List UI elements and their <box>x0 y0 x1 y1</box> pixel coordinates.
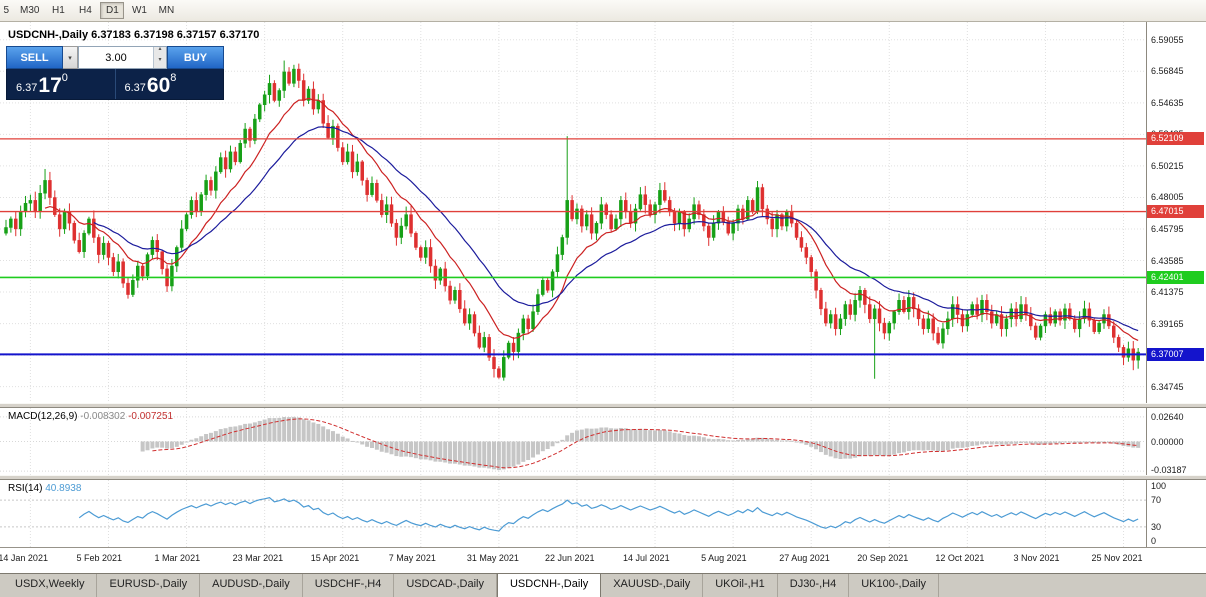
macd-main-value: -0.008302 <box>80 411 126 422</box>
buy-price[interactable]: 6.37 60 8 <box>116 69 224 99</box>
timeframe-button-h1[interactable]: H1 <box>52 5 65 16</box>
price-axis-label: 6.34745 <box>1151 381 1184 392</box>
volume-input[interactable]: 3.00 ▴ ▾ <box>78 46 167 69</box>
price-axis-label: 6.41375 <box>1151 287 1184 298</box>
date-axis-label: 5 Aug 2021 <box>701 553 747 563</box>
main-chart-canvas[interactable] <box>0 22 1146 403</box>
price-axis[interactable]: 6.590556.568456.546356.524256.502156.480… <box>1146 22 1206 547</box>
date-axis-label: 14 Jul 2021 <box>623 553 670 563</box>
date-axis-label: 22 Jun 2021 <box>544 553 595 563</box>
price-separator <box>114 69 116 99</box>
one-click-trading-panel: SELL ▾ 3.00 ▴ ▾ BUY 6.37 17 0 <box>6 46 224 100</box>
chart-ohlc-values: 6.37183 6.37198 6.37157 6.37170 <box>91 29 260 41</box>
price-tag-6.37007: 6.37007 <box>1147 347 1204 361</box>
date-axis-label: 3 Nov 2021 <box>1013 553 1060 563</box>
chart-symbol-period: USDCNH-,Daily <box>8 29 89 41</box>
chart-tab-eurusd-daily[interactable]: EURUSD-,Daily <box>97 574 201 597</box>
chart-tab-dj30-h4[interactable]: DJ30-,H4 <box>778 574 850 597</box>
chart-tab-xauusd-daily[interactable]: XAUUSD-,Daily <box>601 574 704 597</box>
price-axis-label: 6.39165 <box>1151 318 1184 329</box>
timeframe-button-5[interactable]: 5 <box>3 5 9 16</box>
rsi-axis-label: 0 <box>1151 536 1157 546</box>
spinner-down-icon: ▾ <box>158 56 162 63</box>
macd-pane-canvas[interactable] <box>0 408 1146 475</box>
chart-tab-usdx-weekly[interactable]: USDX,Weekly <box>3 574 98 597</box>
chevron-down-icon: ▾ <box>68 54 72 62</box>
date-axis-label: 27 Aug 2021 <box>779 553 830 563</box>
chart-tab-uk100-daily[interactable]: UK100-,Daily <box>849 574 940 597</box>
price-axis-label: 6.50215 <box>1151 160 1184 171</box>
chart-tab-usdchf-h4[interactable]: USDCHF-,H4 <box>303 574 395 597</box>
price-axis-label: 6.59055 <box>1151 34 1184 45</box>
volume-dropdown-button[interactable]: ▾ <box>63 46 78 69</box>
macd-axis-label: 0.02640 <box>1151 411 1184 422</box>
rsi-axis-label: 70 <box>1151 495 1162 506</box>
price-axis-label: 6.56845 <box>1151 66 1184 77</box>
chart-tab-audusd-daily[interactable]: AUDUSD-,Daily <box>200 574 303 597</box>
chart-tab-bar: USDX,Weekly EURUSD-,Daily AUDUSD-,Daily USD… <box>0 573 1206 597</box>
timeframe-button-d1[interactable]: D1 <box>100 2 125 19</box>
buy-price-main: 6.37 <box>124 82 146 94</box>
buy-price-point: 8 <box>170 72 177 84</box>
price-axis-label: 6.48005 <box>1151 192 1184 203</box>
rsi-pane-canvas[interactable] <box>0 480 1146 547</box>
sell-price-main: 6.37 <box>16 82 38 94</box>
sell-price[interactable]: 6.37 17 0 <box>7 69 115 99</box>
macd-label: MACD(12,26,9) -0.008302 -0.007251 <box>8 411 173 422</box>
price-axis-label: 6.43585 <box>1151 255 1184 266</box>
pane-divider[interactable] <box>0 403 1206 408</box>
volume-spinner[interactable]: ▴ ▾ <box>153 46 166 68</box>
price-tag-6.47015: 6.47015 <box>1147 205 1204 219</box>
rsi-axis-label: 30 <box>1151 521 1162 532</box>
date-axis-label: 14 Jan 2021 <box>0 553 48 563</box>
date-axis-label: 7 May 2021 <box>388 553 436 563</box>
rsi-axis-label: 100 <box>1151 481 1167 491</box>
price-tag-6.52109: 6.52109 <box>1147 132 1204 146</box>
date-axis-label: 31 May 2021 <box>466 553 519 563</box>
price-tag-6.42401: 6.42401 <box>1147 270 1204 284</box>
macd-signal-value: -0.007251 <box>128 411 174 422</box>
timeframe-button-h4[interactable]: H4 <box>79 5 92 16</box>
price-axis-label: 6.45795 <box>1151 223 1184 234</box>
volume-value: 3.00 <box>105 51 127 64</box>
rsi-name: RSI(14) <box>8 483 43 494</box>
timeframe-button-mn[interactable]: MN <box>158 5 175 16</box>
sell-price-pips: 17 <box>38 74 62 97</box>
spinner-up-icon: ▴ <box>158 46 162 52</box>
date-axis[interactable]: 14 Jan 2021 5 Feb 2021 1 Mar 2021 23 Mar 20… <box>0 547 1206 573</box>
chart-tab-ukoil-h1[interactable]: UKOil-,H1 <box>703 574 778 597</box>
date-axis-label: 23 Mar 2021 <box>232 553 284 563</box>
rsi-label: RSI(14) 40.8938 <box>8 483 81 494</box>
timeframe-button-w1[interactable]: W1 <box>131 5 147 16</box>
date-axis-label: 25 Nov 2021 <box>1091 553 1143 563</box>
chart-tab-usdcnh-daily[interactable]: USDCNH-,Daily <box>496 574 602 597</box>
date-axis-label: 5 Feb 2021 <box>76 553 123 563</box>
buy-button[interactable]: BUY <box>167 46 224 69</box>
timeframe-toolbar: 5 M30 H1 H4 D1 W1 MN <box>0 0 1206 22</box>
price-axis-label: 6.54635 <box>1151 97 1184 108</box>
date-axis-label: 1 Mar 2021 <box>154 553 201 563</box>
pane-divider[interactable] <box>0 475 1206 480</box>
date-axis-label: 20 Sep 2021 <box>857 553 909 563</box>
chart-tab-usdcad-daily[interactable]: USDCAD-,Daily <box>394 574 497 597</box>
macd-axis-label: 0.00000 <box>1151 436 1184 447</box>
buy-price-pips: 60 <box>146 74 171 97</box>
date-axis-label: 15 Apr 2021 <box>310 553 360 563</box>
chart-title: USDCNH-,Daily 6.37183 6.37198 6.37157 6.… <box>8 29 259 41</box>
sell-button[interactable]: SELL <box>6 46 63 69</box>
date-axis-label: 12 Oct 2021 <box>935 553 985 563</box>
macd-axis-label: -0.03187 <box>1151 465 1187 475</box>
timeframe-button-m30[interactable]: M30 <box>20 5 40 16</box>
sell-price-point: 0 <box>61 72 68 84</box>
macd-name: MACD(12,26,9) <box>8 411 78 422</box>
chart-region: USDCNH-,Daily 6.37183 6.37198 6.37157 6.… <box>0 22 1206 573</box>
rsi-value: 40.8938 <box>45 483 82 494</box>
